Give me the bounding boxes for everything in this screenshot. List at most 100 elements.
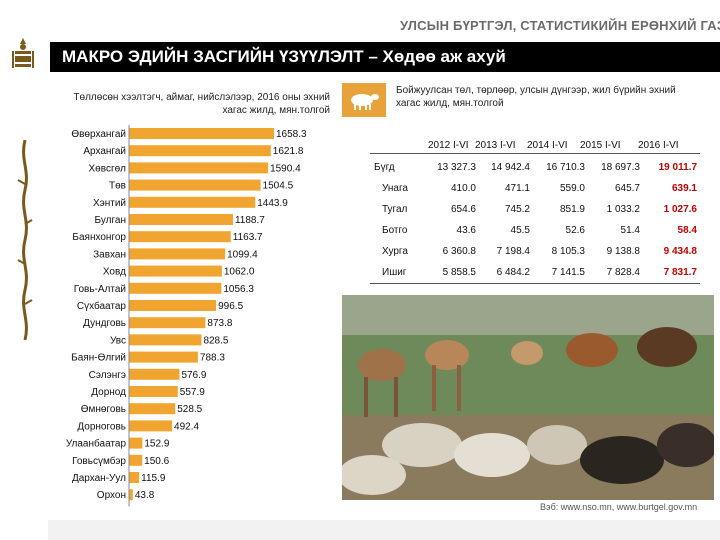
data-label: 1658.3 [276,129,307,140]
table-cell: 6 360.8 [442,246,476,257]
table-cell: 16 710.3 [546,162,585,173]
category-label: Завхан [93,249,126,260]
bar [129,351,198,363]
sheep-icon-box [342,83,386,117]
table-row-label: Унага [382,183,408,194]
table-cell: 51.4 [620,225,640,236]
data-label: 788.3 [200,353,225,364]
bar [129,472,140,483]
table-row-label: Ботго [382,225,408,236]
category-label: Говьсүмбэр [72,455,126,467]
data-label: 1504.5 [263,181,294,192]
table-cell: 7 198.4 [496,246,530,257]
category-label: Хэнтий [93,198,126,209]
table-cell: 7 831.7 [663,267,697,278]
data-label: 1062.0 [224,267,255,278]
table-cell: 8 105.3 [551,246,585,257]
bar [129,454,143,466]
category-label: Дорноговь [77,421,126,432]
bar [129,317,206,329]
table-row: Бүгд 13 327.3 14 942.4 16 710.3 18 697.3 19 0… [370,158,700,179]
table-cell: 19 011.7 [658,162,697,173]
footer-bar [48,520,720,540]
category-label: Баянхонгор [72,232,126,243]
bar [129,489,133,501]
table-row-label: Бүгд [374,162,395,173]
table-cell: 851.9 [559,204,585,215]
category-label: Булган [95,215,126,226]
category-label: Дорнод [91,387,126,398]
table-cell: 654.6 [450,204,476,215]
data-label: 528.5 [177,404,202,415]
data-label: 1590.4 [270,163,301,174]
bar [129,420,173,432]
data-label: 43.8 [135,490,155,501]
category-label: Ховд [103,267,126,278]
category-label: Сүхбаатар [77,300,127,312]
data-label: 492.4 [174,421,199,432]
data-label: 1056.3 [223,284,254,295]
table-cell: 13 327.3 [437,162,476,173]
table-column-header: 2015 I-VI [580,140,621,151]
bar [129,248,226,260]
table-column-header: 2016 I-VI [638,140,679,151]
table-cell: 9 138.8 [606,246,640,257]
category-label: Өвөрхангай [71,129,126,140]
category-label: Дундговь [83,318,126,329]
table-row: Тугал 654.6 745.2 851.9 1 033.2 1 027.6 [370,200,700,221]
title-bar [50,42,720,72]
data-label: 996.5 [218,301,243,312]
category-label: Архангай [83,146,126,157]
sheep-icon [351,94,379,110]
data-label: 557.9 [180,387,205,398]
bar [129,179,261,191]
data-label: 576.9 [181,370,206,381]
agency-name: УЛСЫН БҮРТГЭЛ, СТАТИСТИКИЙН ЕРӨНХИЙ ГАЗА… [400,18,720,33]
category-label: Увс [110,335,126,346]
data-label: 873.8 [207,318,232,329]
data-label: 152.9 [144,439,169,450]
bar [129,214,233,225]
category-label: Говь-Алтай [74,284,126,295]
bar [129,162,269,174]
bar [129,231,231,243]
table-cell: 5 858.5 [442,267,476,278]
table-row: Ботго 43.6 45.5 52.6 51.4 58.4 [370,221,700,242]
table-cell: 18 697.3 [601,162,640,173]
bar [129,300,217,311]
table-column-header: 2012 I-VI [428,140,469,151]
table-cell: 745.2 [504,204,530,215]
table-cell: 14 942.4 [491,162,530,173]
table-subtitle: Бойжуулсан төл, төрлөөр, улсын дүнгээр, … [396,85,676,109]
table-row-label: Хурга [382,246,408,257]
bar [129,403,176,415]
table-cell: 7 828.4 [606,267,640,278]
data-label: 115.9 [141,473,166,484]
soyombo-emblem-icon [10,38,36,72]
category-label: Орхон [97,490,126,501]
data-label: 150.6 [144,456,169,467]
table-rule-top [370,153,700,154]
table-cell: 559.0 [559,183,585,194]
category-label: Улаанбаатар [66,438,127,450]
data-label: 1099.4 [227,249,258,260]
table-cell: 410.0 [450,183,476,194]
table-cell: 471.1 [504,183,530,194]
bar [129,265,222,277]
bar [129,282,222,294]
table-column-header: 2014 I-VI [527,140,568,151]
table-row-label: Тугал [382,204,408,215]
footer-link[interactable]: Вэб: www.nso.mn, www.burtgel.gov.mn [540,502,698,512]
bar [129,128,274,139]
table-cell: 52.6 [565,225,585,236]
table-cell: 639.1 [671,183,697,194]
table-column-header: 2013 I-VI [475,140,516,151]
table-row: Унага 410.0 471.1 559.0 645.7 639.1 [370,179,700,200]
category-label: Төв [109,181,126,192]
livestock-photo [342,295,714,500]
table-cell: 1 027.6 [663,204,697,215]
mongolian-script-icon [17,140,33,340]
bar [129,334,202,346]
table-cell: 1 033.2 [606,204,640,215]
